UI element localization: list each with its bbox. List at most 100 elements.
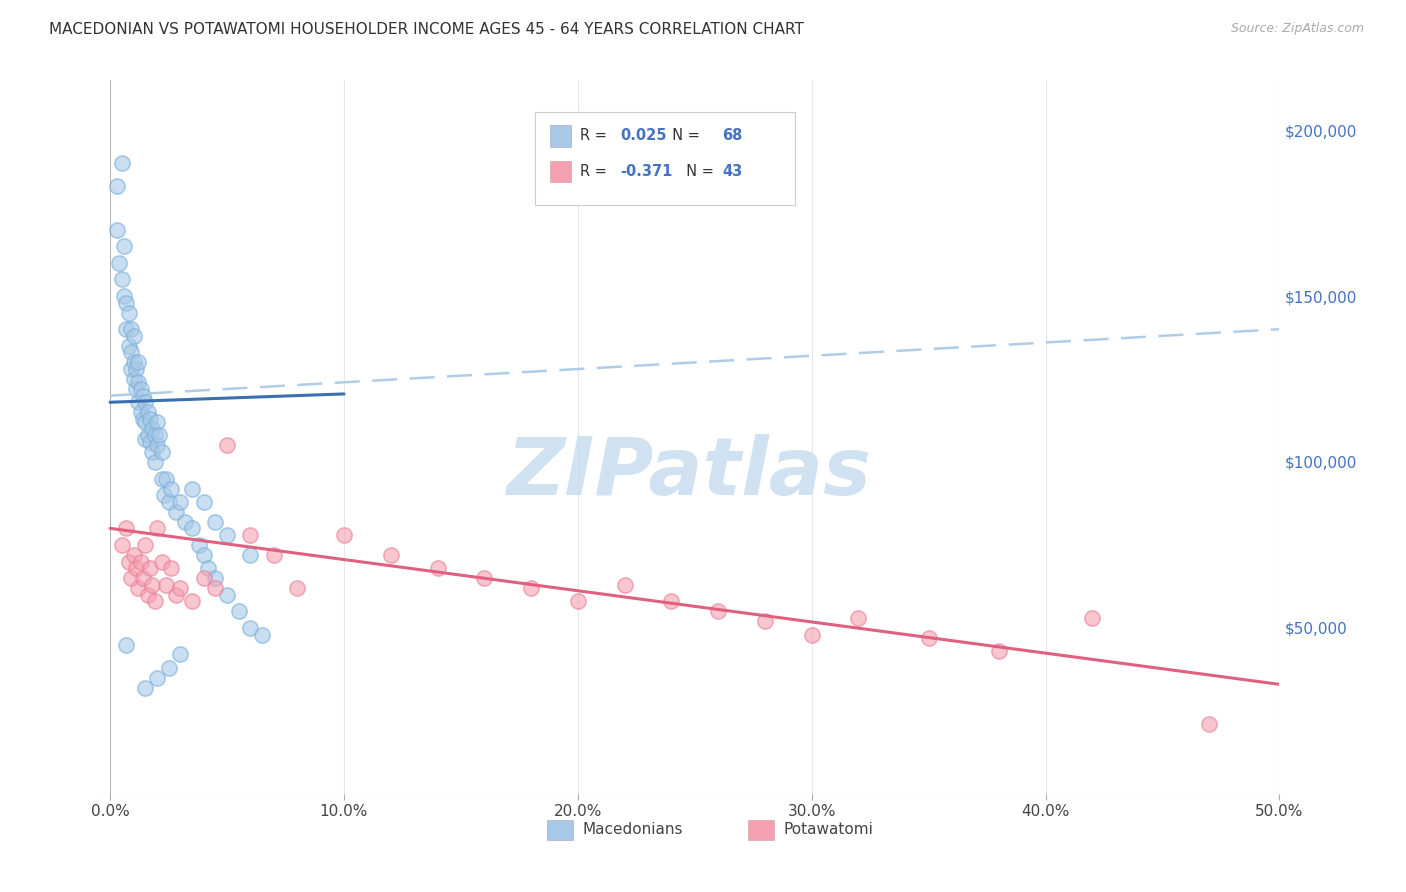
Point	[146, 438, 169, 452]
Point	[157, 661, 180, 675]
Point	[115, 638, 138, 652]
Point	[129, 405, 152, 419]
Text: Potawatomi: Potawatomi	[783, 822, 873, 837]
Point	[134, 415, 156, 429]
Point	[136, 428, 159, 442]
Point	[239, 548, 262, 562]
Point	[1198, 717, 1220, 731]
Point	[112, 239, 135, 253]
Point	[181, 594, 204, 608]
FancyBboxPatch shape	[536, 112, 796, 205]
Point	[146, 671, 169, 685]
Text: Macedonians: Macedonians	[582, 822, 683, 837]
Point	[239, 621, 262, 635]
Bar	[748, 821, 773, 840]
Point	[105, 222, 128, 236]
Text: MACEDONIAN VS POTAWATOMI HOUSEHOLDER INCOME AGES 45 - 64 YEARS CORRELATION CHART: MACEDONIAN VS POTAWATOMI HOUSEHOLDER INC…	[49, 22, 804, 37]
Text: Source: ZipAtlas.com: Source: ZipAtlas.com	[1230, 22, 1364, 36]
Point	[127, 376, 149, 390]
Point	[987, 644, 1010, 658]
Point	[122, 372, 145, 386]
Point	[754, 615, 776, 629]
Point	[143, 455, 166, 469]
Point	[125, 561, 148, 575]
Point	[127, 395, 149, 409]
Point	[141, 445, 163, 459]
Text: 43: 43	[723, 164, 742, 179]
Text: 0.025: 0.025	[620, 128, 666, 144]
Point	[150, 472, 173, 486]
Point	[122, 329, 145, 343]
Point	[122, 548, 145, 562]
Point	[661, 594, 683, 608]
Point	[169, 495, 191, 509]
Point	[157, 495, 180, 509]
Point	[132, 388, 155, 402]
Bar	[547, 821, 574, 840]
Point	[141, 422, 163, 436]
Point	[136, 405, 159, 419]
Point	[120, 362, 142, 376]
Point	[165, 588, 187, 602]
Point	[193, 548, 215, 562]
Point	[134, 681, 156, 695]
Point	[800, 627, 823, 641]
Point	[120, 322, 142, 336]
Point	[115, 521, 138, 535]
Point	[239, 528, 262, 542]
Point	[380, 548, 402, 562]
Point	[127, 581, 149, 595]
Point	[120, 571, 142, 585]
Point	[132, 571, 155, 585]
Point	[111, 538, 134, 552]
Point	[215, 528, 238, 542]
Point	[917, 631, 939, 645]
Point	[204, 515, 226, 529]
Point	[250, 627, 273, 641]
Point	[118, 305, 141, 319]
Point	[188, 538, 211, 552]
Point	[169, 581, 191, 595]
Point	[105, 179, 128, 194]
Text: -0.371: -0.371	[620, 164, 673, 179]
Text: 68: 68	[723, 128, 742, 144]
Point	[707, 604, 730, 618]
Point	[141, 578, 163, 592]
Point	[181, 521, 204, 535]
Point	[134, 432, 156, 446]
Point	[139, 561, 162, 575]
Point	[333, 528, 356, 542]
Point	[174, 515, 197, 529]
Point	[426, 561, 449, 575]
Point	[115, 295, 138, 310]
Point	[125, 362, 148, 376]
Text: N =: N =	[664, 128, 704, 144]
Point	[125, 382, 148, 396]
Text: ZIPatlas: ZIPatlas	[506, 434, 872, 512]
Point	[143, 428, 166, 442]
Point	[118, 555, 141, 569]
Point	[112, 289, 135, 303]
Text: N =: N =	[678, 164, 718, 179]
Point	[146, 521, 169, 535]
Point	[146, 415, 169, 429]
Point	[228, 604, 250, 618]
Point	[139, 412, 162, 426]
Point	[263, 548, 285, 562]
Point	[122, 355, 145, 369]
Point	[118, 339, 141, 353]
Point	[160, 482, 183, 496]
Point	[129, 382, 152, 396]
Point	[115, 322, 138, 336]
Point	[848, 611, 870, 625]
Point	[215, 588, 238, 602]
Point	[215, 438, 238, 452]
Point	[1081, 611, 1104, 625]
Text: R =: R =	[581, 164, 612, 179]
Point	[153, 488, 176, 502]
Point	[567, 594, 589, 608]
Point	[150, 555, 173, 569]
Point	[129, 555, 152, 569]
Point	[155, 472, 177, 486]
Point	[134, 395, 156, 409]
